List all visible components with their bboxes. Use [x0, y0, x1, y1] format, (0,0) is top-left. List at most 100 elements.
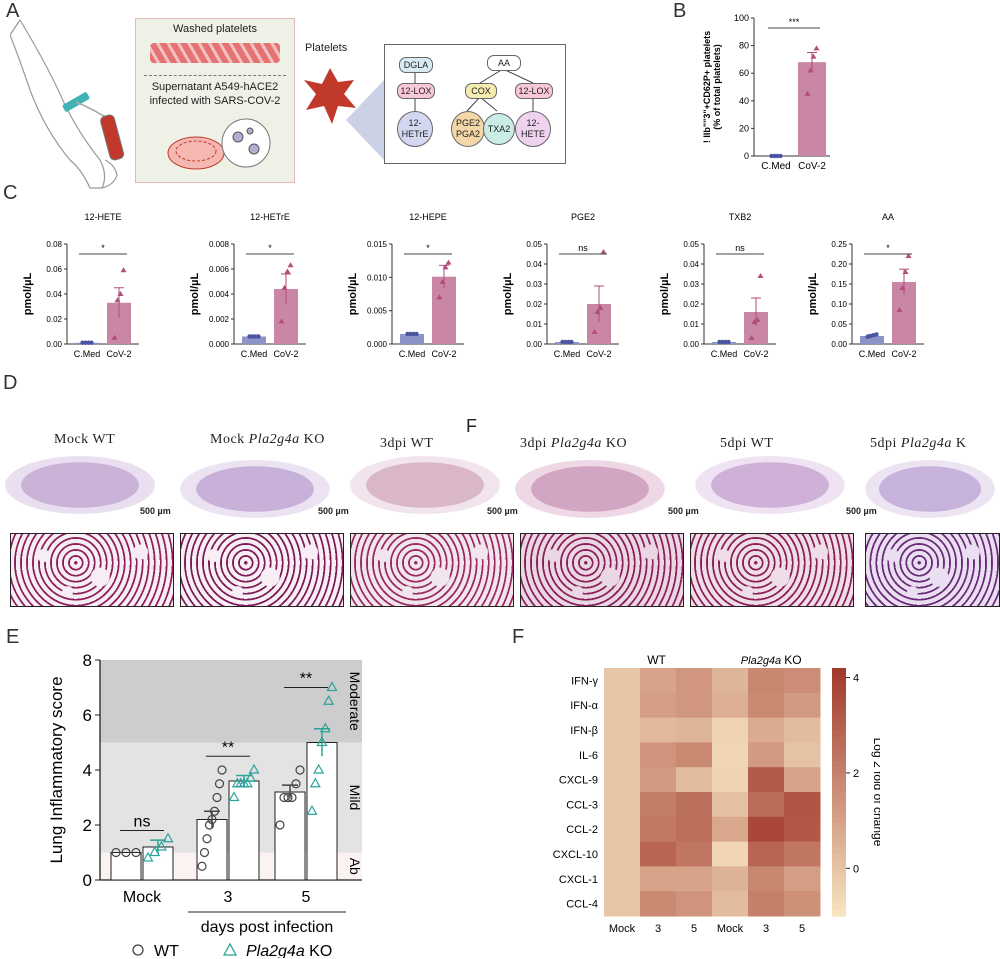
colorbar-segment [832, 748, 846, 756]
heatmap-cell [640, 891, 677, 917]
colorbar-segment [832, 872, 846, 880]
hist-title-5dpi-wt: 5dpi WT [720, 436, 774, 451]
colorbar-segment [832, 903, 846, 911]
colorbar-segment [832, 885, 846, 892]
heatmap-cell [748, 891, 785, 917]
node-12-hetre: 12- HETrE [397, 111, 433, 147]
data-point [212, 792, 222, 803]
lung-section-overview [515, 460, 665, 518]
heatmap-cell [604, 891, 641, 917]
heatmap-cell [604, 767, 641, 793]
x-tick-label: CoV-2 [106, 349, 131, 359]
significance-label: * [101, 243, 105, 253]
y-tick-label: 0.002 [209, 315, 230, 324]
data-point [726, 339, 731, 345]
y-tick-label: 0.02 [526, 300, 542, 309]
significance-label: * [886, 243, 890, 253]
heatmap-cell [784, 668, 821, 694]
colorbar-segment [832, 686, 846, 694]
y-tick-label: 0.06 [46, 265, 62, 274]
bar-cov2 [798, 62, 826, 156]
data-point [245, 772, 257, 782]
x-tick-label: CoV-2 [798, 161, 826, 172]
legend-ko-marker [222, 942, 238, 956]
data-point [905, 253, 912, 258]
scale-bar: 500 µm [318, 506, 349, 516]
pathway-arrows [414, 68, 534, 112]
heatmap-cell [712, 891, 749, 917]
heatmap-cell [712, 668, 749, 694]
chart-f-heatmap: WT Pla2g4a KO IFN-γ IFN-α IFN-β IL-6 CXCL-9 CCL… [553, 653, 880, 935]
data-point [241, 777, 253, 788]
bar-ko [228, 780, 260, 881]
row-label: CXCL-1 [559, 874, 598, 886]
colorbar-segment [832, 854, 846, 861]
lung-section-overview [5, 456, 155, 514]
colorbar-label: Log 2 fold of change [871, 738, 880, 847]
colorbar-segment [832, 736, 846, 743]
x-tick-label: CoV-2 [431, 349, 456, 359]
heatmap-cell [748, 816, 785, 843]
y-tick-label: 6 [83, 706, 92, 725]
colorbar-segment [832, 823, 846, 830]
group-label-ko: Pla2g4a KO [741, 653, 802, 667]
y-axis-label: pmol/µL [502, 273, 514, 316]
colorbar-segment [832, 835, 846, 843]
x-tick-label: C.Med [241, 349, 268, 359]
colorbar-tick-label: 2 [853, 768, 859, 780]
y-tick-label: 100 [734, 13, 749, 23]
y-axis-label: Lung Inflammatory score [47, 676, 66, 863]
data-point [207, 814, 217, 825]
data-point [600, 249, 607, 254]
y-tick-label: 0.20 [831, 260, 847, 269]
y-tick-label: 40 [739, 96, 749, 106]
x-tick-label: C.Med [554, 349, 581, 359]
cell-dish-illustration [167, 118, 271, 170]
lung-section-overview [350, 456, 500, 514]
x-tick-label: CoV-2 [586, 349, 611, 359]
colorbar-segment [832, 767, 846, 774]
chart-c-12hetre: 12-HETrE 0.000 0.002 0.004 0.006 0.008 pmol/µL… [189, 212, 306, 359]
row-label: IFN-γ [571, 675, 598, 687]
y-tick-label: 4 [83, 761, 92, 780]
y-tick-label: 0.08 [46, 240, 62, 249]
lung-section-overview [180, 460, 330, 518]
column-label: 5 [691, 923, 697, 935]
y-tick-label: 0 [744, 151, 749, 161]
data-point [287, 792, 297, 803]
heatmap-cell [676, 692, 713, 719]
colorbar-segment [832, 668, 846, 675]
data-point [326, 681, 338, 692]
group-label-wt: WT [647, 653, 666, 667]
heatmap-cell [640, 816, 677, 843]
data-point [442, 264, 449, 270]
y-axis-label: pmol/µL [347, 273, 359, 316]
hist-title-3dpi-ko: 3dpi Pla2g4a KO [520, 436, 628, 451]
significance-label: ns [134, 814, 151, 831]
y-axis-label: ! IIb""3"+CD62P+ platelets [702, 31, 712, 143]
supernatant-line2: infected with SARS-COV-2 [149, 95, 281, 107]
x-tick-label: C.Med [761, 161, 790, 172]
heatmap-cell [712, 742, 749, 768]
scale-bar: 500 µm [487, 506, 518, 516]
data-point [813, 45, 820, 51]
panel-label-c: C [3, 182, 18, 204]
y-tick-label: 0.015 [367, 240, 388, 249]
colorbar-segment [832, 692, 846, 700]
y-tick-label: 0.05 [526, 240, 542, 249]
significance-label: ** [222, 739, 234, 756]
legend-wt-marker [132, 944, 144, 956]
heatmap-cell [712, 792, 749, 818]
x-tick-label: Mock [123, 889, 162, 906]
washed-platelets-label: Washed platelets [173, 23, 257, 35]
heatmap-cell [748, 866, 785, 892]
heatmap-cell [784, 866, 821, 892]
band-label: Moderate [347, 672, 363, 731]
platelet-illustration [304, 68, 356, 124]
y-tick-label: 0.04 [46, 290, 62, 299]
y-tick-label: 0.00 [526, 340, 542, 349]
data-point [597, 305, 604, 310]
heatmap-cell [676, 866, 713, 892]
significance-label: * [268, 243, 272, 253]
y-axis-label: pmol/µL [659, 273, 671, 316]
